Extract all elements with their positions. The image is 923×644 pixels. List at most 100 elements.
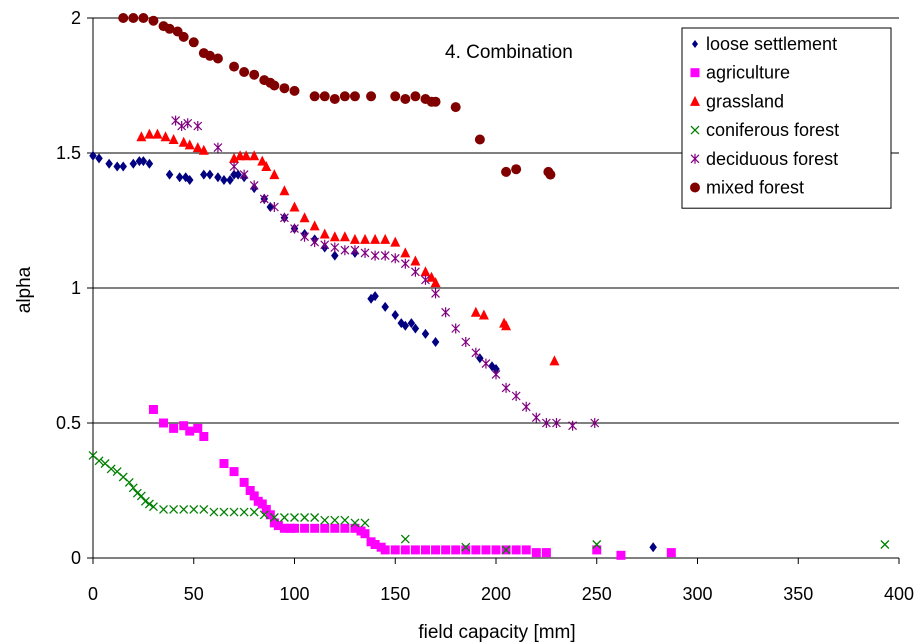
point-coniferous-forest: [350, 518, 360, 528]
point-mixed-forest: [511, 164, 522, 175]
point-coniferous-forest: [159, 504, 168, 514]
point-deciduous-forest: [501, 382, 511, 393]
point-grassland: [144, 128, 155, 139]
point-grassland: [430, 277, 441, 288]
series-grassland: [136, 128, 560, 366]
point-grassland: [261, 161, 272, 171]
point-agriculture: [521, 545, 531, 555]
point-agriculture: [410, 545, 420, 555]
point-agriculture: [193, 423, 203, 433]
x-tick-label: 0: [88, 584, 98, 604]
point-mixed-forest: [474, 134, 485, 145]
point-agriculture: [257, 499, 267, 509]
legend-marker-loose-settlement: [692, 40, 698, 48]
point-agriculture: [441, 545, 451, 555]
point-mixed-forest: [269, 80, 280, 91]
point-coniferous-forest: [140, 496, 150, 506]
point-loose-settlement: [105, 158, 113, 169]
point-grassland: [192, 142, 203, 153]
point-coniferous-forest: [229, 507, 239, 517]
point-grassland: [152, 128, 163, 139]
point-mixed-forest: [178, 31, 189, 42]
point-loose-settlement: [113, 161, 121, 172]
point-deciduous-forest: [269, 202, 279, 212]
legend-label-deciduous-forest: deciduous forest: [706, 149, 838, 169]
point-deciduous-forest: [491, 369, 501, 380]
legend-box: [681, 27, 892, 209]
point-mixed-forest: [239, 67, 250, 77]
point-deciduous-forest: [552, 418, 561, 428]
point-agriculture: [219, 459, 229, 468]
point-deciduous-forest: [400, 258, 410, 269]
point-grassland: [289, 201, 300, 212]
point-coniferous-forest: [279, 513, 289, 522]
point-loose-settlement: [175, 172, 184, 183]
point-deciduous-forest: [431, 288, 440, 299]
point-deciduous-forest: [568, 420, 577, 431]
point-agriculture: [300, 523, 310, 533]
point-coniferous-forest: [880, 540, 890, 549]
series-agriculture: [148, 405, 676, 560]
point-grassland: [269, 169, 280, 180]
point-agriculture: [471, 545, 481, 555]
plot-area: [87, 13, 900, 564]
point-deciduous-forest: [590, 418, 600, 428]
point-mixed-forest: [329, 94, 340, 104]
point-coniferous-forest: [592, 540, 602, 549]
point-grassland: [299, 212, 310, 223]
point-coniferous-forest: [219, 507, 229, 517]
point-agriculture: [330, 523, 340, 533]
point-grassland: [410, 255, 421, 266]
point-grassland: [309, 220, 320, 231]
point-deciduous-forest: [471, 347, 481, 358]
point-deciduous-forest: [310, 237, 320, 248]
point-agriculture: [380, 545, 390, 555]
y-tick-label: 1: [71, 278, 81, 298]
point-deciduous-forest: [370, 250, 380, 261]
legend-marker-grassland: [690, 95, 700, 106]
point-mixed-forest: [138, 13, 149, 23]
point-deciduous-forest: [360, 247, 370, 258]
point-grassland: [168, 134, 179, 144]
point-agriculture: [592, 545, 602, 555]
point-mixed-forest: [319, 91, 330, 102]
point-mixed-forest: [118, 13, 129, 23]
point-agriculture: [541, 548, 551, 558]
point-agriculture: [245, 486, 255, 495]
point-coniferous-forest: [461, 542, 471, 552]
point-deciduous-forest: [193, 121, 203, 131]
point-loose-settlement: [649, 542, 657, 553]
point-grassland: [349, 233, 360, 244]
point-mixed-forest: [279, 83, 290, 94]
axes: [87, 17, 900, 564]
point-loose-settlement: [230, 169, 238, 180]
point-agriculture: [249, 491, 259, 501]
point-loose-settlement: [234, 169, 242, 180]
point-agriculture: [169, 423, 179, 433]
point-loose-settlement: [401, 320, 410, 331]
legend-marker-mixed-forest: [690, 182, 700, 193]
point-deciduous-forest: [410, 266, 420, 277]
point-coniferous-forest: [136, 491, 146, 501]
tick-labels: 0 0.5 1 1.5 2 0 50 100 150 200 250 300 350 400: [56, 8, 914, 604]
point-agriculture: [451, 545, 461, 555]
point-loose-settlement: [331, 250, 339, 261]
point-coniferous-forest: [128, 483, 138, 493]
series-deciduous-forest: [171, 115, 600, 431]
point-mixed-forest: [249, 69, 260, 80]
point-agriculture: [400, 545, 410, 555]
point-coniferous-forest: [269, 513, 279, 522]
point-deciduous-forest: [183, 118, 193, 129]
chart-annotation: 4. Combination: [445, 42, 573, 63]
point-loose-settlement: [139, 156, 148, 167]
point-mixed-forest: [148, 15, 159, 26]
point-coniferous-forest: [124, 477, 134, 487]
point-deciduous-forest: [300, 231, 309, 242]
point-coniferous-forest: [290, 513, 299, 522]
point-coniferous-forest: [360, 518, 370, 528]
point-loose-settlement: [431, 337, 440, 347]
point-loose-settlement: [135, 156, 144, 167]
point-grassland: [360, 233, 371, 244]
point-coniferous-forest: [320, 515, 330, 525]
